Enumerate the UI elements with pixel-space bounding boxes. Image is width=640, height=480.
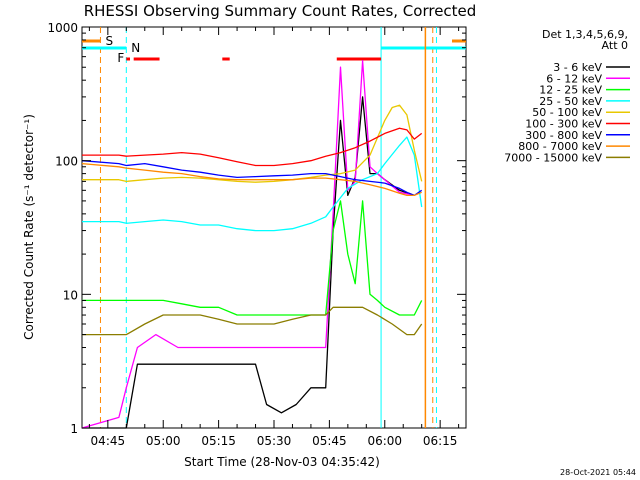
series-line [82,127,423,167]
series-line [81,162,422,197]
legend-entry-label: 300 - 800 keV [525,129,602,142]
series-line [82,96,415,429]
legend-entry-label: 50 - 100 keV [532,106,602,119]
legend-entry-label: 7000 - 15000 keV [504,151,602,164]
series-line [81,160,423,197]
y-tick-label: 1000 [47,21,78,35]
legend-header: Att 0 [602,39,628,52]
legend-entry-label: 12 - 25 keV [539,84,602,97]
timestamp: 28-Oct-2021 05:44 [560,468,636,477]
series-line [82,200,423,316]
x-tick-label: 05:00 [146,434,181,448]
x-tick-label: 05:15 [201,434,236,448]
series-line [82,104,423,183]
series-line [82,306,423,336]
x-tick-label: 06:15 [423,434,458,448]
y-tick-label: 100 [55,155,78,169]
legend-entry-label: 800 - 7000 keV [518,140,602,153]
axes-layer: 04:45 05:00 05:15 05:30 05:45 06:00 06:15 1 10 10… [47,21,466,448]
series-line [82,136,423,232]
y-tick-label: 10 [63,288,78,302]
x-tick-label: 04:45 [91,434,126,448]
legend-entry-label: 3 - 6 keV [553,61,602,74]
legend-entry-label: 100 - 300 keV [525,118,602,131]
x-tick-label: 05:30 [257,434,292,448]
series-layer [81,60,423,429]
legend-header: Det 1,3,4,5,6,9, [542,28,628,41]
series-line [81,60,415,429]
legend-entry-label: 6 - 12 keV [546,72,602,85]
x-tick-label: 06:00 [367,434,402,448]
legend-entry-label: 25 - 50 keV [539,95,602,108]
y-axis-label: Corrected Count Rate (s⁻¹ detector⁻¹) [22,114,36,340]
night-label: N [131,41,140,55]
y-tick-label: 1 [70,422,78,436]
x-tick-label: 05:45 [312,434,347,448]
chart-title: RHESSI Observing Summary Count Rates, Co… [84,2,477,20]
annotation-layer: S NF [82,27,466,428]
flare-label: F [117,51,124,65]
x-axis-label: Start Time (28-Nov-03 04:35:42) [184,455,380,469]
saa-label: S [105,34,113,48]
plot-frame [81,26,467,429]
